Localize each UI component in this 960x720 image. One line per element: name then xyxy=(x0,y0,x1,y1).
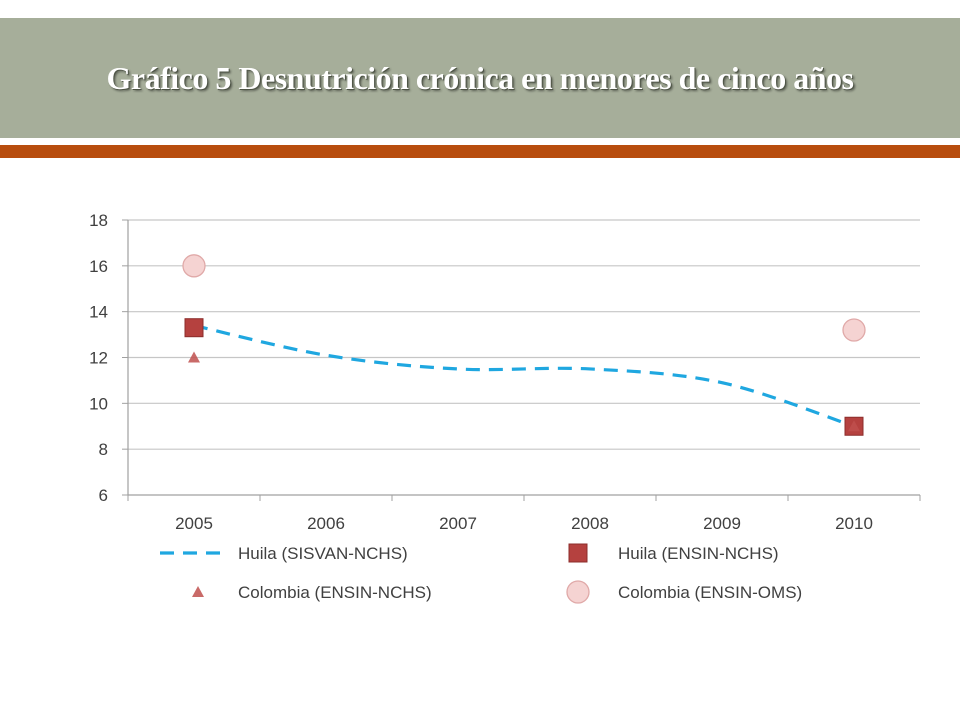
legend-entry: Huila (ENSIN-NCHS) xyxy=(568,543,779,563)
data-point-triangle xyxy=(188,351,200,363)
x-tick-label: 2008 xyxy=(571,514,609,533)
series-huila-ensin-nchs xyxy=(184,318,864,436)
legend-swatch-circle xyxy=(566,580,590,604)
series-layer xyxy=(182,254,866,436)
x-tick-labels: 2005 2006 2007 2008 2009 2010 xyxy=(175,514,873,533)
legend-entry: Colombia (ENSIN-OMS) xyxy=(566,580,802,604)
x-tick-label: 2007 xyxy=(439,514,477,533)
legend-label: Colombia (ENSIN-OMS) xyxy=(618,583,802,602)
title-underline-rule xyxy=(0,145,960,158)
y-tick-label: 18 xyxy=(89,211,108,230)
series-huila-sisvan-nchs xyxy=(193,323,855,428)
legend-swatch-square xyxy=(568,543,588,563)
grid xyxy=(128,219,920,450)
y-tick-label: 12 xyxy=(89,349,108,368)
legend-entry: Colombia (ENSIN-NCHS) xyxy=(192,583,432,602)
legend-entry: Huila (SISVAN-NCHS) xyxy=(160,544,408,563)
y-tick-labels: 6 8 10 12 14 16 18 xyxy=(89,211,108,505)
y-tick-label: 10 xyxy=(89,394,108,413)
series-colombia-ensin-oms xyxy=(182,254,866,342)
legend-label: Huila (ENSIN-NCHS) xyxy=(618,544,779,563)
x-tick-label: 2005 xyxy=(175,514,213,533)
y-tick-label: 8 xyxy=(99,440,108,459)
slide-title: Gráfico 5 Desnutrición crónica en menore… xyxy=(106,60,854,96)
y-tick-label: 16 xyxy=(89,257,108,276)
y-tick-label: 6 xyxy=(99,486,108,505)
series-line xyxy=(193,323,855,428)
title-band: Gráfico 5 Desnutrición crónica en menore… xyxy=(0,18,960,138)
data-point-circle xyxy=(182,254,206,278)
legend-label: Colombia (ENSIN-NCHS) xyxy=(238,583,432,602)
legend: Huila (SISVAN-NCHS) Huila (ENSIN-NCHS) Col… xyxy=(160,543,802,604)
y-tick-label: 14 xyxy=(89,303,108,322)
legend-label: Huila (SISVAN-NCHS) xyxy=(238,544,408,563)
x-tick-label: 2009 xyxy=(703,514,741,533)
data-point-triangle xyxy=(848,420,860,432)
legend-swatch-triangle xyxy=(192,586,204,597)
series-colombia-ensin-nchs xyxy=(188,351,860,432)
x-tick-label: 2006 xyxy=(307,514,345,533)
data-point-square xyxy=(184,318,204,338)
data-point-circle xyxy=(842,318,866,342)
axes xyxy=(122,219,921,501)
x-tick-label: 2010 xyxy=(835,514,873,533)
